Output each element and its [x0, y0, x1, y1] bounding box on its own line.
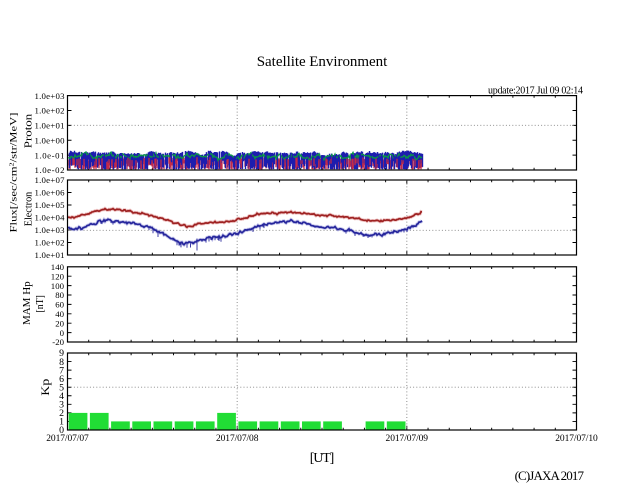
- svg-text:[nT]: [nT]: [34, 295, 46, 313]
- svg-text:4: 4: [59, 391, 64, 402]
- svg-text:6: 6: [59, 374, 64, 385]
- svg-text:7: 7: [59, 365, 64, 376]
- svg-text:1.0e+03: 1.0e+03: [35, 91, 66, 101]
- svg-text:1.0e+06: 1.0e+06: [35, 188, 66, 198]
- svg-text:2017/07/10: 2017/07/10: [555, 434, 598, 444]
- svg-text:1.0e+00: 1.0e+00: [35, 135, 66, 145]
- svg-text:1.0e+01: 1.0e+01: [35, 121, 65, 131]
- svg-text:Satellite Environment: Satellite Environment: [257, 54, 388, 70]
- svg-text:-20: -20: [52, 337, 64, 347]
- svg-text:1.0e-01: 1.0e-01: [35, 150, 65, 160]
- svg-text:80: 80: [55, 290, 64, 300]
- svg-text:100: 100: [51, 281, 65, 291]
- svg-text:Proton: Proton: [24, 113, 35, 148]
- svg-text:2017/07/08: 2017/07/08: [216, 434, 259, 444]
- svg-text:1.0e+02: 1.0e+02: [35, 238, 65, 248]
- svg-text:20: 20: [55, 318, 64, 328]
- svg-text:1.0e+04: 1.0e+04: [35, 213, 66, 223]
- svg-text:2017/07/09: 2017/07/09: [386, 434, 429, 444]
- svg-text:update:2017 Jul 09 02:14: update:2017 Jul 09 02:14: [488, 86, 583, 97]
- svg-text:9: 9: [59, 348, 64, 359]
- svg-text:0: 0: [60, 328, 65, 338]
- svg-text:Electron: Electron: [24, 191, 35, 226]
- svg-text:1.0e+03: 1.0e+03: [35, 225, 66, 235]
- svg-text:1: 1: [59, 417, 64, 428]
- svg-text:8: 8: [59, 357, 64, 368]
- svg-text:Kp: Kp: [38, 379, 52, 396]
- svg-text:1.0e+01: 1.0e+01: [35, 250, 65, 260]
- svg-text:1.0e+02: 1.0e+02: [35, 106, 65, 116]
- svg-text:2017/07/07: 2017/07/07: [46, 434, 89, 444]
- svg-text:1.0e+05: 1.0e+05: [35, 200, 66, 210]
- svg-text:60: 60: [55, 300, 64, 310]
- svg-text:40: 40: [55, 309, 64, 319]
- svg-text:(C)JAXA 2017: (C)JAXA 2017: [515, 468, 585, 483]
- svg-text:2: 2: [59, 408, 64, 419]
- svg-text:120: 120: [51, 271, 65, 281]
- svg-text:0: 0: [59, 425, 64, 436]
- svg-text:[UT]: [UT]: [310, 451, 335, 466]
- svg-text:1.0e-02: 1.0e-02: [35, 165, 65, 175]
- svg-text:5: 5: [59, 382, 64, 393]
- svg-text:Flux[/sec/cm2/str/MeV]: Flux[/sec/cm2/str/MeV]: [9, 113, 20, 233]
- svg-text:MAM Hp: MAM Hp: [22, 281, 33, 325]
- svg-text:140: 140: [51, 262, 65, 272]
- svg-text:1.0e+07: 1.0e+07: [35, 175, 66, 185]
- svg-text:3: 3: [59, 400, 64, 411]
